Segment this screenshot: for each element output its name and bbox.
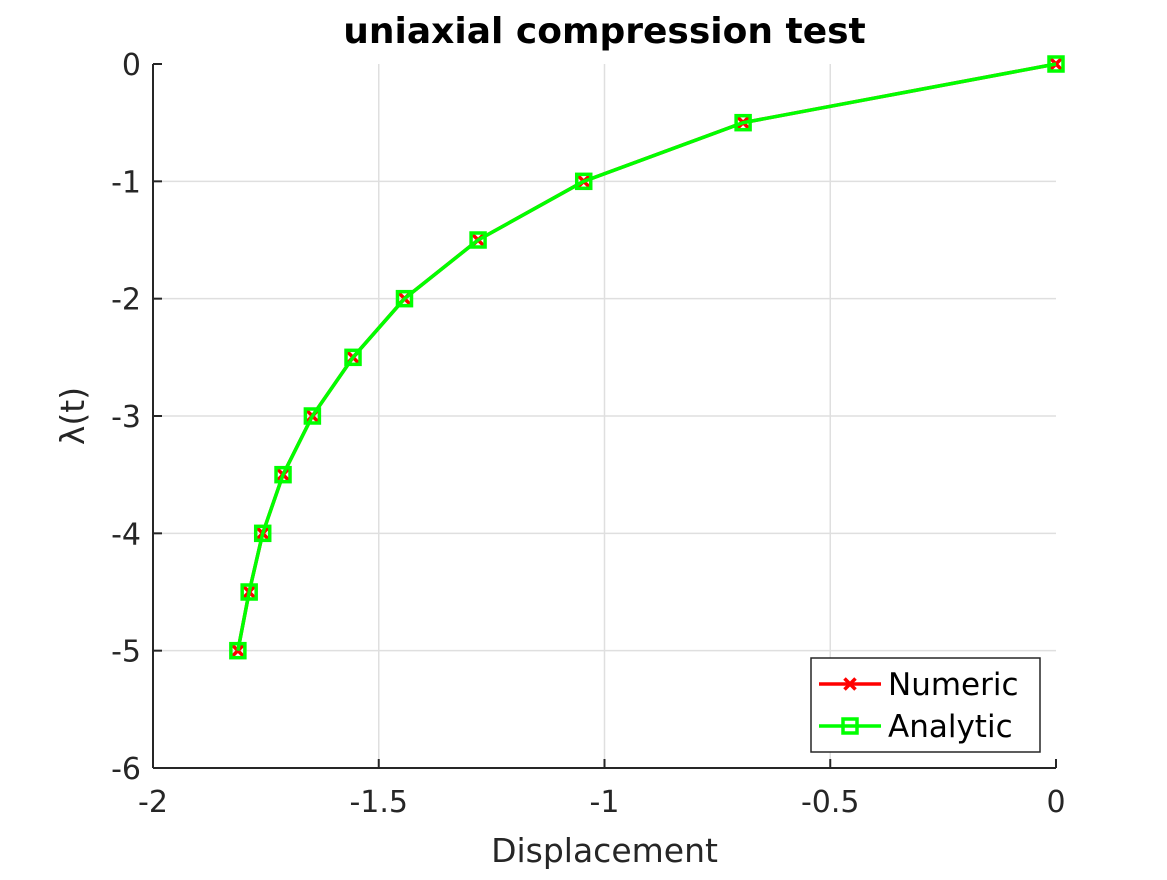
data-point-marker	[469, 231, 487, 249]
y-tick-label: 0	[122, 48, 141, 83]
data-point-marker	[229, 641, 247, 660]
data-point-marker	[253, 524, 272, 543]
grid	[153, 64, 1056, 768]
y-axis-label: λ(t)	[53, 387, 92, 445]
legend-box	[810, 657, 1041, 753]
data-point-marker	[303, 407, 322, 425]
series-group	[229, 55, 1065, 660]
x-tick-label: -2	[138, 785, 168, 820]
chart-title: uniaxial compression test	[343, 11, 866, 52]
legend-label: Numeric	[888, 667, 1019, 703]
x-tick-label: -1.5	[349, 785, 408, 820]
x-tick-label: -0.5	[801, 785, 860, 820]
data-point-marker	[734, 113, 752, 132]
data-point-marker	[395, 289, 414, 308]
series-line	[236, 62, 1057, 651]
y-tick-label: -3	[111, 400, 141, 435]
data-point-marker	[574, 172, 593, 191]
y-tick-label: -6	[111, 752, 141, 787]
data-point-marker	[1047, 55, 1065, 73]
data-point-marker	[240, 583, 258, 601]
x-tick-label: -1	[590, 785, 620, 820]
legend-entry: Numeric	[819, 667, 1019, 703]
legend-entry: Analytic	[819, 709, 1013, 745]
data-point-marker	[274, 465, 292, 484]
data-point-marker	[841, 717, 859, 735]
data-point-marker	[843, 677, 857, 691]
y-tick-label: -1	[111, 165, 141, 200]
x-axis-label: Displacement	[491, 831, 718, 870]
tick-labels: -2 -1.5 -1 -0.5 0 0 -1 -2 -3 -4 -5 -6	[111, 48, 1065, 820]
y-tick-label: -5	[111, 635, 141, 670]
legend-label: Analytic	[888, 709, 1013, 745]
series-analytic	[229, 55, 1065, 660]
data-point-marker	[344, 348, 362, 367]
y-tick-label: -4	[111, 517, 141, 552]
y-tick-label: -2	[111, 283, 141, 318]
x-tick-label: 0	[1046, 785, 1065, 820]
legend: Numeric Analytic	[810, 657, 1041, 753]
